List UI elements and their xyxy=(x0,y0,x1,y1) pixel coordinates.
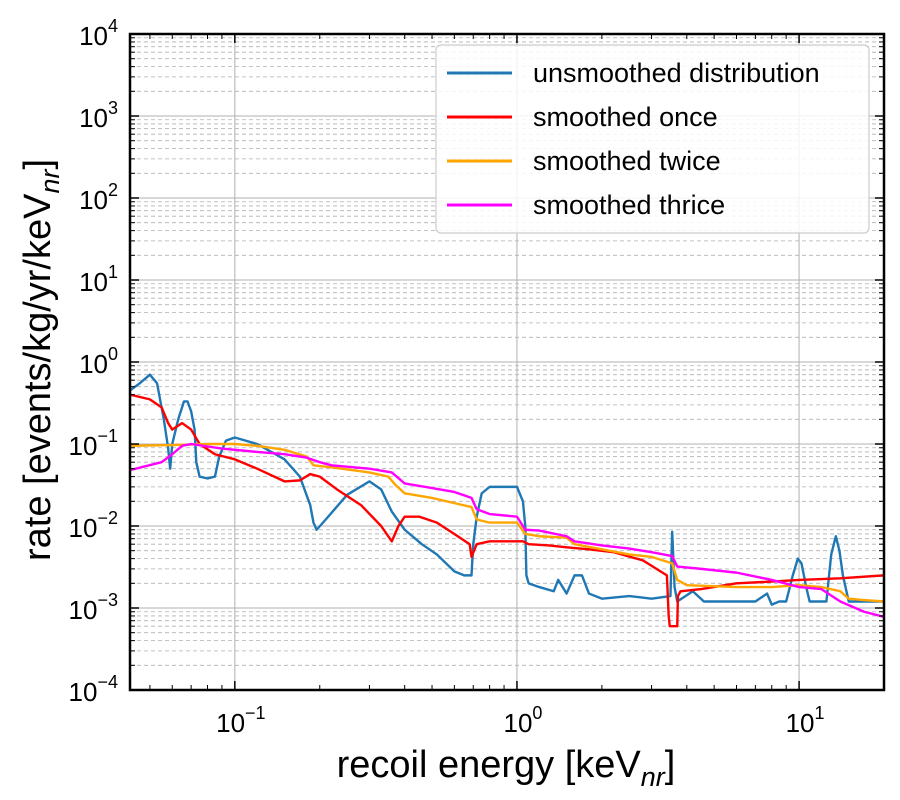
legend: unsmoothed distribution smoothed once sm… xyxy=(435,44,870,234)
legend-label-twice: smoothed twice xyxy=(533,146,721,176)
y-tick-label: 10−4 xyxy=(69,672,118,707)
y-axis-label-sub: nr xyxy=(35,169,65,194)
x-tick-label: 100 xyxy=(503,703,542,738)
series-line-smoothed-thrice xyxy=(130,442,884,619)
y-tick-label: 100 xyxy=(79,344,118,379)
legend-label-thrice: smoothed thrice xyxy=(533,190,725,220)
axis-ticks xyxy=(130,33,885,691)
y-tick-label: 10−1 xyxy=(69,426,118,461)
y-tick-label: 102 xyxy=(79,180,118,215)
y-tick-label: 10−2 xyxy=(69,508,118,543)
y-tick-label: 103 xyxy=(79,98,118,133)
series-lines xyxy=(130,373,884,628)
y-axis-label-main: rate [events/kg/yr/keV xyxy=(17,193,59,561)
x-tick-label: 10−1 xyxy=(216,703,265,738)
y-axis-label-end: ] xyxy=(17,159,59,170)
legend-box xyxy=(435,44,870,234)
series-line-smoothed-twice xyxy=(130,442,884,603)
y-axis-label: rate [events/kg/yr/keVnr] xyxy=(17,159,65,561)
legend-label-once: smoothed once xyxy=(533,102,718,132)
y-tick-label: 10−3 xyxy=(69,590,118,625)
x-axis-label-main: recoil energy [keV xyxy=(337,744,642,786)
series-line-unsmoothed xyxy=(130,373,884,606)
series-line-smoothed-once xyxy=(130,393,884,628)
y-tick-label: 101 xyxy=(79,262,118,297)
x-axis-label: recoil energy [keVnr] xyxy=(337,744,676,792)
x-axis-label-end: ] xyxy=(665,744,676,786)
x-axis-label-sub: nr xyxy=(641,762,666,792)
y-tick-label: 104 xyxy=(79,16,118,51)
legend-label-unsmoothed: unsmoothed distribution xyxy=(533,58,820,88)
x-tick-label: 101 xyxy=(786,703,825,738)
